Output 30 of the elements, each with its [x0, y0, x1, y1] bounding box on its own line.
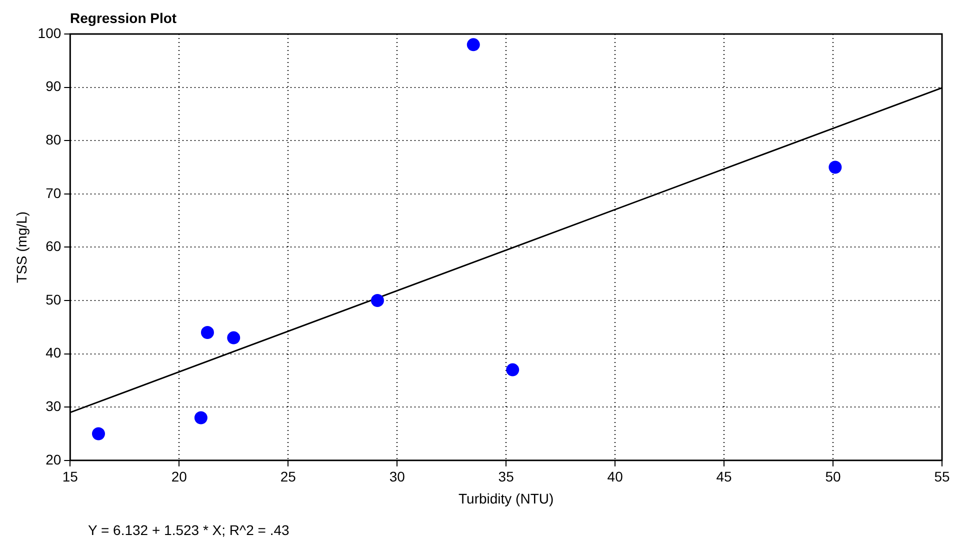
y-tick-label: 100: [38, 24, 62, 41]
point: [92, 427, 105, 440]
x-tick-label: 45: [716, 468, 732, 485]
x-tick-label: 25: [280, 468, 296, 485]
y-axis-title: TSS (mg/L): [13, 211, 30, 283]
point: [828, 160, 842, 174]
y-tick-label: 70: [46, 184, 62, 201]
y-tick-label: 60: [46, 238, 62, 254]
point: [200, 326, 214, 339]
x-tick-label: 35: [498, 468, 514, 485]
x-tick-label: 40: [607, 468, 624, 485]
y-tick-label: 50: [46, 291, 62, 308]
point: [370, 294, 384, 307]
y-tick-label: 90: [46, 78, 62, 94]
point: [466, 38, 480, 52]
point: [227, 331, 240, 344]
y-tick-label: 80: [46, 131, 62, 148]
text: Y = 6.132 + 1.523 * X; R^2 = .43: [88, 522, 290, 538]
x-tick-label: 20: [171, 468, 188, 485]
x-tick-label: 30: [389, 468, 406, 485]
x-tick-label: 50: [825, 468, 842, 485]
x-axis-title: Turbidity (NTU): [458, 490, 554, 506]
point: [506, 363, 520, 376]
x-tick-label: 15: [62, 468, 78, 485]
point: [194, 411, 208, 424]
y-tick-label: 30: [46, 398, 62, 414]
y-tick-label: 20: [46, 451, 62, 468]
y-tick-label: 40: [46, 344, 62, 361]
chart-title: Regression Plot: [70, 10, 177, 26]
x-tick-label: 55: [934, 468, 950, 485]
